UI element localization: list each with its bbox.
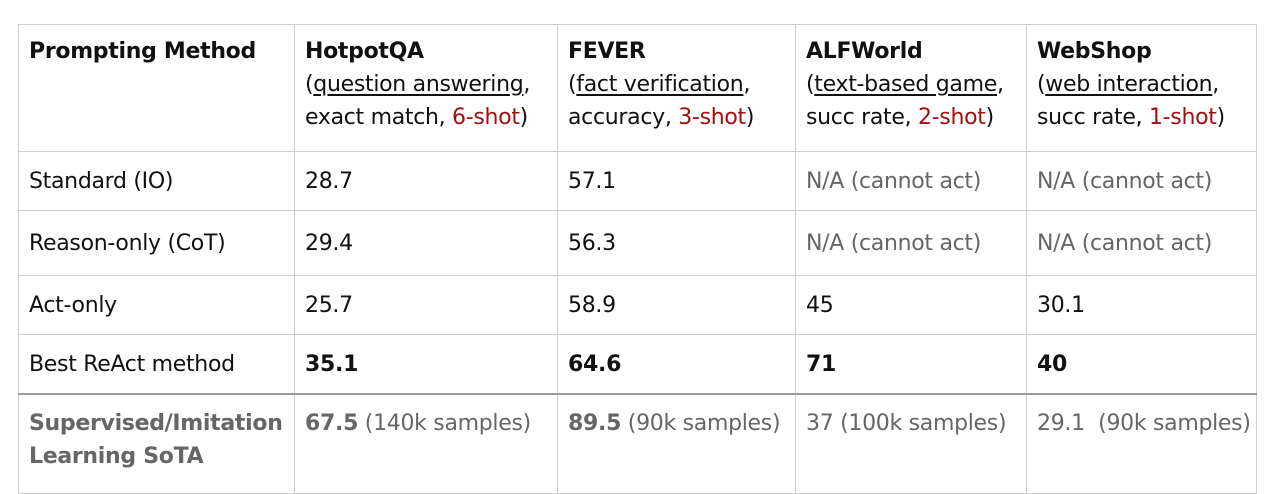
sota-note: 37 (100k samples) xyxy=(806,411,1007,436)
table-cell: 45 xyxy=(795,275,1027,335)
table-row: Act-only 25.7 58.9 45 30.1 xyxy=(18,275,1257,335)
header-metric: accuracy, xyxy=(568,105,679,130)
header-shots: 6-shot xyxy=(452,105,520,130)
header-task: fact verification xyxy=(576,72,744,97)
header-task: text-based game xyxy=(814,72,997,97)
header-name: FEVER xyxy=(568,39,646,64)
header-cell-method: Prompting Method xyxy=(18,24,295,152)
sota-method-line2: Learning SoTA xyxy=(29,444,204,469)
table-cell: 37 (100k samples) xyxy=(795,393,1027,494)
header-name: WebShop xyxy=(1037,39,1152,64)
row-method-label: Best ReAct method xyxy=(18,334,295,395)
table-cell: 71 xyxy=(795,334,1027,395)
table-cell: 29.4 xyxy=(294,210,558,276)
table-cell: N/A (cannot act) xyxy=(795,151,1027,211)
sota-score: 67.5 xyxy=(305,411,359,436)
table-cell: 28.7 xyxy=(294,151,558,211)
header-cell-webshop: WebShop (web interaction, succ rate, 1-s… xyxy=(1026,24,1257,152)
header-metric: exact match, xyxy=(305,105,453,130)
table-cell: 89.5 (90k samples) xyxy=(557,393,796,494)
table-cell: N/A (cannot act) xyxy=(1026,210,1257,276)
table-row: Standard (IO) 28.7 57.1 N/A (cannot act)… xyxy=(18,151,1257,211)
row-method-label: Standard (IO) xyxy=(18,151,295,211)
table-cell: 67.5 (140k samples) xyxy=(294,393,558,494)
table-cell: N/A (cannot act) xyxy=(1026,151,1257,211)
table-cell: 64.6 xyxy=(557,334,796,395)
sota-method-label: Supervised/Imitation Learning SoTA xyxy=(18,393,295,494)
results-table: Prompting Method HotpotQA (question answ… xyxy=(18,24,1257,494)
table-cell: 56.3 xyxy=(557,210,796,276)
table-row: Reason-only (CoT) 29.4 56.3 N/A (cannot … xyxy=(18,210,1257,276)
results-table-container: Prompting Method HotpotQA (question answ… xyxy=(18,24,1257,494)
sota-score: 89.5 xyxy=(568,411,622,436)
sota-note: (140k samples) xyxy=(358,411,531,436)
sota-method-line1: Supervised/Imitation xyxy=(29,411,283,436)
header-cell-hotpotqa: HotpotQA (question answering, exact matc… xyxy=(294,24,558,152)
table-row-sota: Supervised/Imitation Learning SoTA 67.5 … xyxy=(18,393,1257,494)
table-cell: 58.9 xyxy=(557,275,796,335)
row-method-label: Act-only xyxy=(18,275,295,335)
header-shots: 2-shot xyxy=(917,105,986,130)
header-method-label: Prompting Method xyxy=(29,39,256,64)
table-cell: N/A (cannot act) xyxy=(795,210,1027,276)
table-cell: 57.1 xyxy=(557,151,796,211)
table-cell: 40 xyxy=(1026,334,1257,395)
row-method-label: Reason-only (CoT) xyxy=(18,210,295,276)
table-cell: 29.1 (90k samples) xyxy=(1026,393,1257,494)
header-cell-alfworld: ALFWorld (text-based game, succ rate, 2-… xyxy=(795,24,1027,152)
header-task: web interaction xyxy=(1045,72,1213,97)
header-task: question answering xyxy=(313,72,524,97)
table-cell: 25.7 xyxy=(294,275,558,335)
table-row-best-react: Best ReAct method 35.1 64.6 71 40 xyxy=(18,334,1257,395)
header-metric: succ rate, xyxy=(1037,105,1149,130)
header-cell-fever: FEVER (fact verification, accuracy, 3-sh… xyxy=(557,24,796,152)
header-metric: succ rate, xyxy=(806,105,918,130)
table-header-row: Prompting Method HotpotQA (question answ… xyxy=(18,24,1257,152)
sota-note: (90k samples) xyxy=(621,411,781,436)
header-shots: 1-shot xyxy=(1148,105,1217,130)
header-shots: 3-shot xyxy=(678,105,746,130)
header-name: ALFWorld xyxy=(806,39,923,64)
table-cell: 35.1 xyxy=(294,334,558,395)
sota-note: 29.1 (90k samples) xyxy=(1037,411,1251,436)
header-name: HotpotQA xyxy=(305,39,424,64)
table-cell: 30.1 xyxy=(1026,275,1257,335)
